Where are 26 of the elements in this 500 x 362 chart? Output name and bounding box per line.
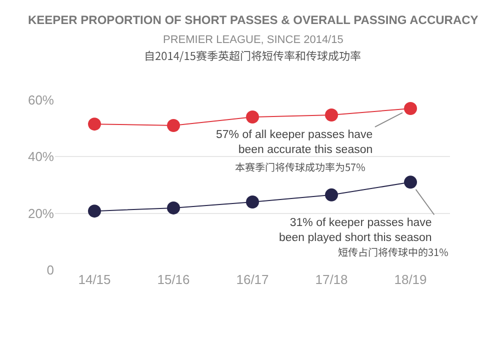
x-tick-label: 16/17 — [236, 272, 269, 287]
point — [246, 196, 259, 208]
annotation: 短传占门将传球中的31% — [338, 244, 448, 259]
point — [325, 108, 338, 122]
point — [167, 201, 180, 214]
point — [325, 188, 338, 202]
point — [404, 176, 417, 189]
point — [404, 102, 417, 115]
y-tick-label: 60% — [28, 92, 54, 108]
y-tick-label: 20% — [28, 206, 54, 221]
x-tick-label: 17/18 — [315, 272, 348, 287]
x-tick-label: 15/16 — [157, 272, 190, 287]
point — [246, 110, 259, 124]
point — [167, 119, 180, 132]
x-tick-label: 14/15 — [78, 272, 111, 287]
annotation: 本赛季门将传球成功率为57% — [235, 159, 366, 174]
x-tick-label: 18/19 — [394, 272, 427, 287]
annotation: 57% of all keeper passes have been accurate this season — [216, 129, 373, 156]
text: 自2014/15赛季英超门将短传率和传球成功率 — [144, 48, 361, 64]
y-tick-label: 0 — [46, 262, 54, 278]
point — [88, 118, 101, 131]
annotation: 31% of keeper passes have been played short this season — [279, 217, 432, 244]
point — [88, 204, 101, 218]
chart-title: KEEPER PROPORTION OF SHORT PASSES & OVERALL PASSING ACCURACY — [28, 13, 478, 27]
chart-subtitle: PREMIER LEAGUE, SINCE 2014/15 — [163, 34, 344, 46]
y-tick-label: 40% — [28, 149, 54, 164]
